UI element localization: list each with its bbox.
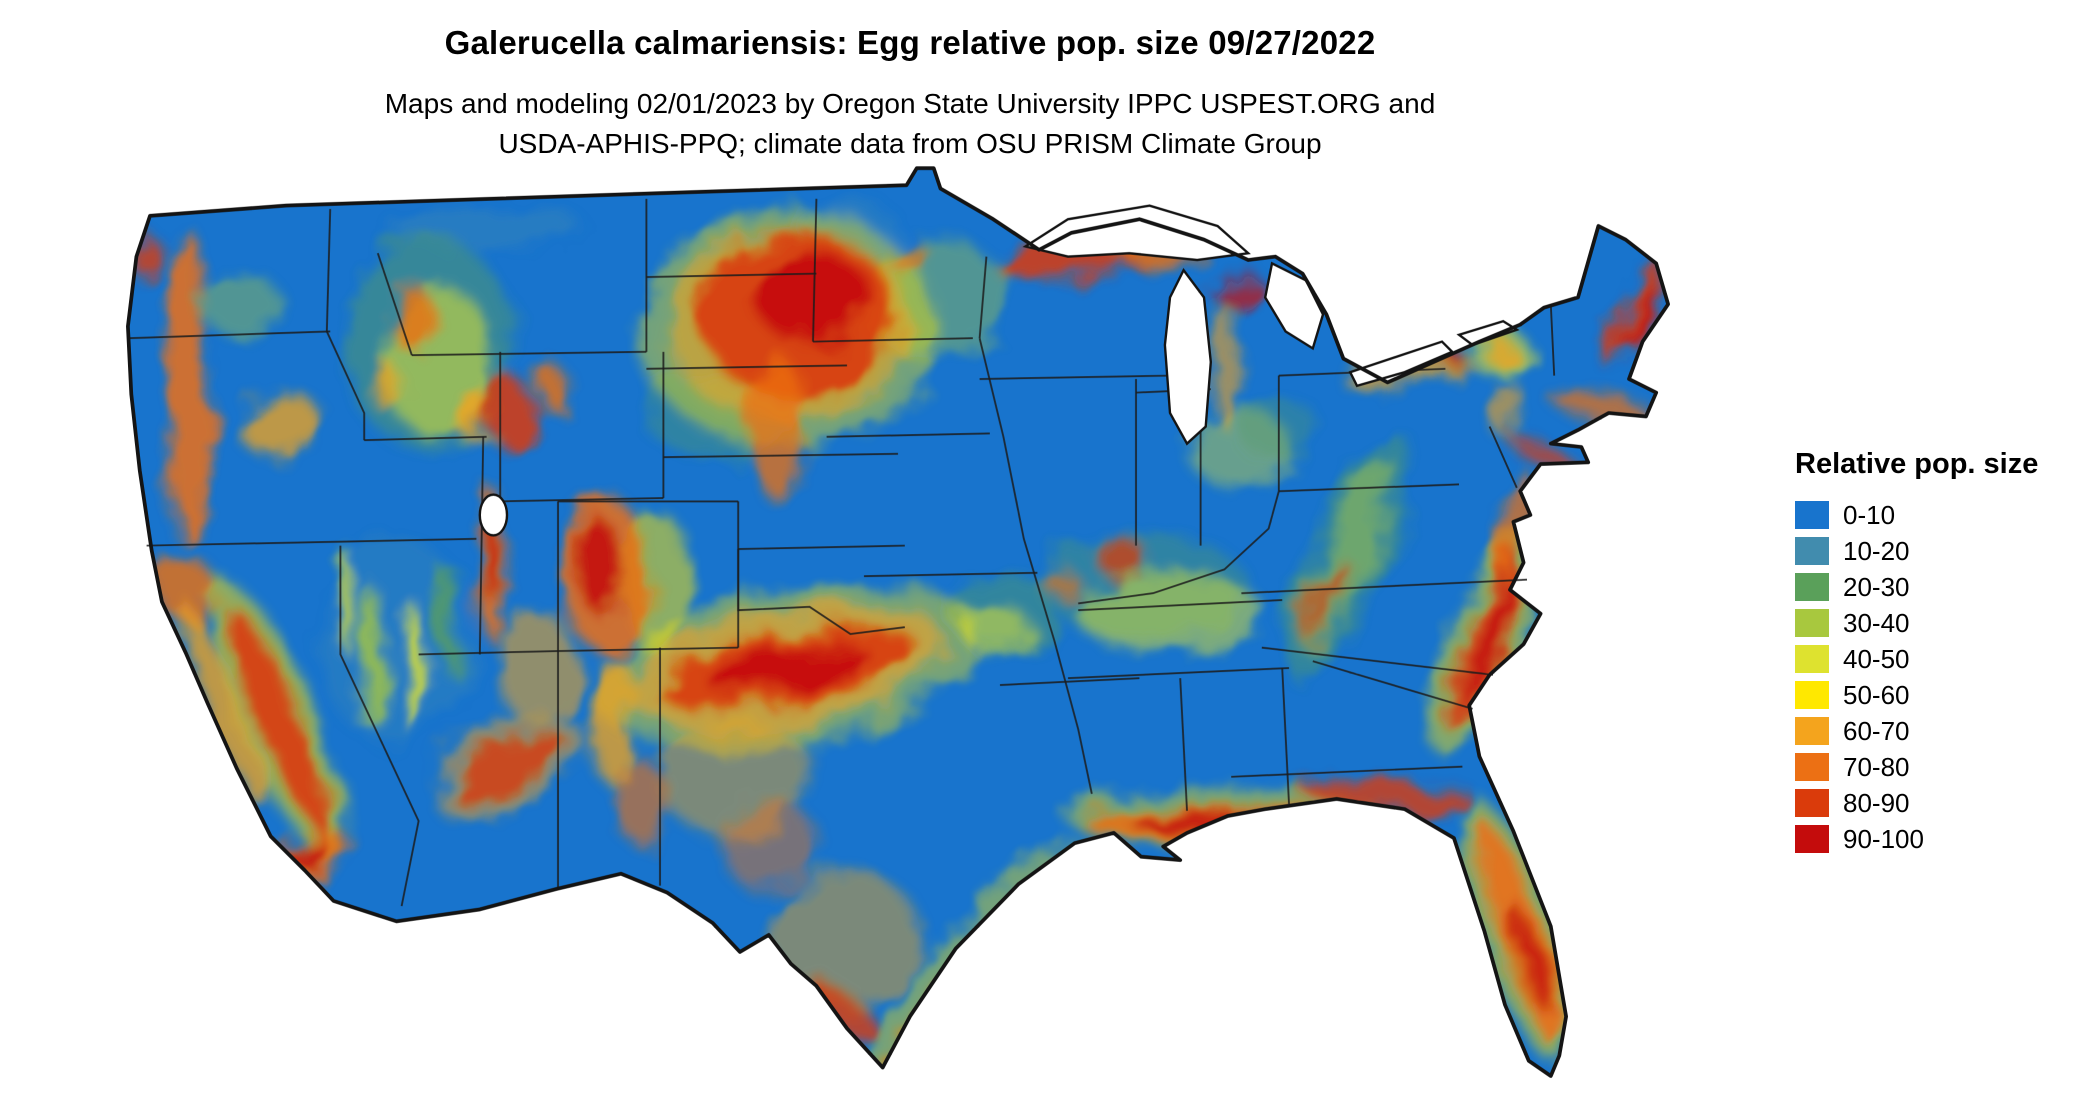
legend-row: 40-50 — [1795, 641, 2095, 677]
legend-label: 50-60 — [1843, 679, 1910, 710]
great-salt-lake — [478, 493, 509, 537]
subtitle: Maps and modeling 02/01/2023 by Oregon S… — [0, 84, 1820, 164]
legend-label: 80-90 — [1843, 787, 1910, 818]
lake-michigan — [1163, 267, 1212, 446]
legend-label: 70-80 — [1843, 751, 1910, 782]
legend-label: 40-50 — [1843, 643, 1910, 674]
subtitle-line-1: Maps and modeling 02/01/2023 by Oregon S… — [384, 88, 1436, 119]
legend-row: 80-90 — [1795, 785, 2095, 821]
us-outline — [126, 166, 1670, 1078]
legend-label: 60-70 — [1843, 715, 1910, 746]
legend-title: Relative pop. size — [1795, 448, 2039, 480]
subtitle-line-2: USDA-APHIS-PPQ; climate data from OSU PR… — [498, 128, 1322, 159]
page-title: Galerucella calmariensis: Egg relative p… — [444, 24, 1376, 61]
legend-swatch — [1795, 501, 1829, 529]
legend-row: 30-40 — [1795, 605, 2095, 641]
legend-swatch — [1795, 645, 1829, 673]
header: Galerucella calmariensis: Egg relative p… — [0, 24, 1820, 164]
legend-swatch — [1795, 681, 1829, 709]
legend-label: 10-20 — [1843, 535, 1910, 566]
us-heatmap-svg — [126, 166, 1670, 1078]
legend-swatch — [1795, 609, 1829, 637]
legend-row: 50-60 — [1795, 677, 2095, 713]
legend-swatch — [1795, 537, 1829, 565]
legend-row: 10-20 — [1795, 533, 2095, 569]
lake-ontario — [1456, 319, 1520, 347]
legend-swatch — [1795, 825, 1829, 853]
us-map — [48, 158, 1748, 1110]
legend-row: 60-70 — [1795, 713, 2095, 749]
legend-swatch — [1795, 789, 1829, 817]
lake-superior — [1022, 204, 1251, 262]
legend: Relative pop. size 0-10 10-20 20-30 30-4… — [1795, 448, 2095, 857]
legend-swatch — [1795, 573, 1829, 601]
legend-label: 30-40 — [1843, 607, 1910, 638]
legend-label: 90-100 — [1843, 823, 1924, 854]
legend-row: 0-10 — [1795, 497, 2095, 533]
legend-swatch — [1795, 753, 1829, 781]
heatmap-raster — [131, 205, 1668, 1076]
legend-label: 0-10 — [1843, 499, 1896, 530]
legend-row: 20-30 — [1795, 569, 2095, 605]
legend-swatch — [1795, 717, 1829, 745]
legend-label: 20-30 — [1843, 571, 1910, 602]
legend-row: 90-100 — [1795, 821, 2095, 857]
legend-row: 70-80 — [1795, 749, 2095, 785]
